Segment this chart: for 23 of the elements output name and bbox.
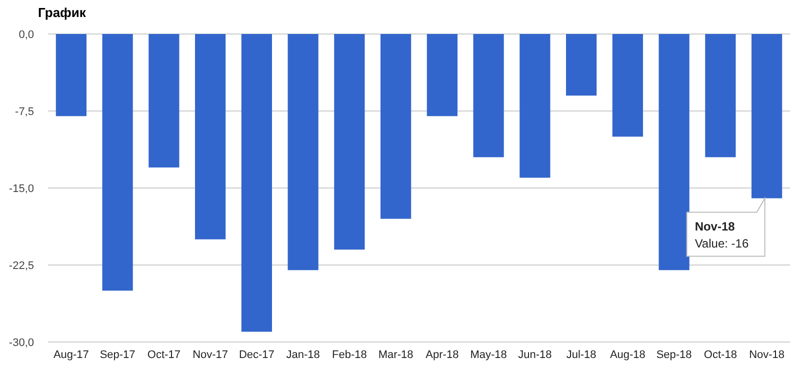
x-tick-label: Aug-17 [53, 349, 89, 361]
x-tick-label: Sep-18 [656, 349, 692, 361]
x-tick-label: May-18 [470, 349, 507, 361]
x-tick-label: Sep-17 [100, 349, 136, 361]
y-tick-label: -22,5 [8, 260, 34, 272]
x-tick-label: Jan-18 [286, 349, 320, 361]
annotation: Nov-18 Value: -16 [694, 219, 749, 250]
y-tick-label: -15,0 [8, 182, 34, 195]
x-tick-label: Oct-18 [704, 349, 737, 361]
y-tick-label: -7,5 [15, 106, 34, 118]
x-tick-label: Nov-18 [749, 349, 785, 361]
x-tick-label: Jul-18 [566, 349, 596, 361]
x-tick-label: Apr-18 [426, 349, 459, 361]
y-tick-label: -30,0 [8, 336, 34, 349]
x-tick-label: Dec-17 [238, 349, 274, 361]
x-tick-label: Mar-18 [378, 349, 414, 361]
chart-title: График [38, 5, 86, 20]
y-tick-label: 0,0 [18, 28, 34, 41]
x-tick-label: Oct-17 [147, 349, 180, 361]
x-tick-label: Jun-18 [518, 349, 552, 361]
x-tick-label: Aug-18 [610, 349, 646, 361]
x-tick-label: Nov-17 [192, 349, 228, 361]
x-tick-label: Feb-18 [332, 349, 367, 361]
